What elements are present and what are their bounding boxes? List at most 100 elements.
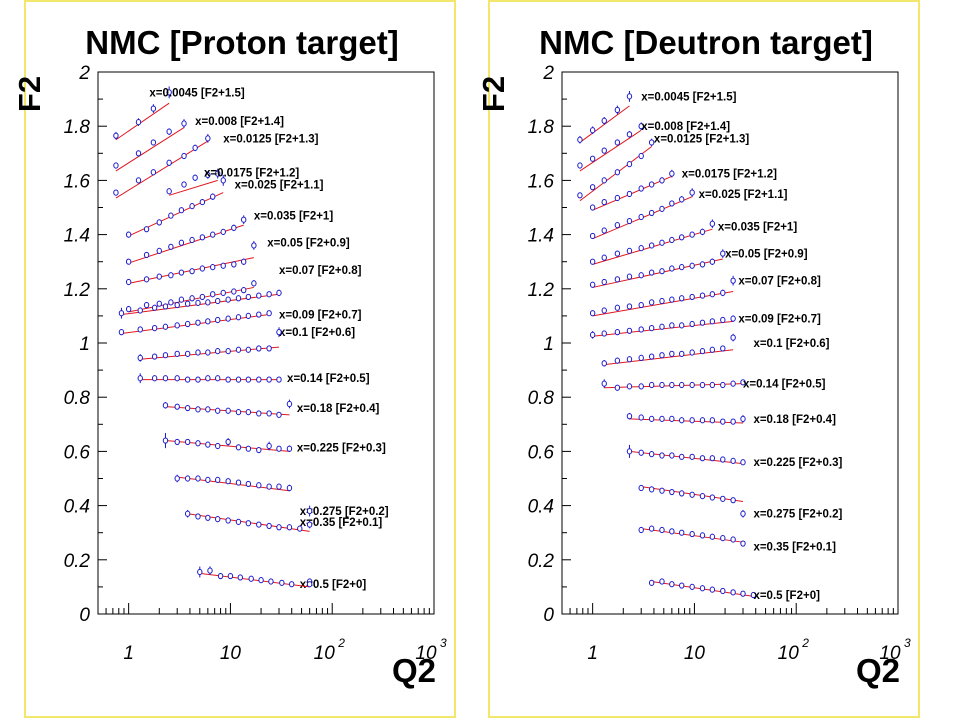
- data-point: [266, 442, 272, 450]
- data-point: [240, 216, 247, 223]
- series-label: x=0.275 [F2+0.2]: [300, 506, 389, 518]
- data-point: [174, 322, 180, 329]
- series-label: x=0.09 [F2+0.7]: [738, 314, 821, 326]
- data-point: [235, 409, 242, 416]
- data-point: [251, 242, 257, 249]
- data-point: [648, 486, 655, 493]
- data-point: [227, 572, 234, 580]
- data-point: [151, 375, 158, 382]
- series-label: x=0.008 [F2+1.4]: [195, 116, 284, 128]
- data-point: [750, 591, 757, 599]
- data-point: [740, 540, 746, 547]
- y-tick-label: 0.2: [64, 551, 91, 572]
- data-point: [199, 265, 206, 272]
- data-point: [235, 518, 242, 525]
- data-point: [577, 162, 583, 169]
- y-tick-label: 2: [78, 63, 90, 84]
- y-tick-label: 1: [543, 334, 554, 355]
- data-point: [125, 231, 132, 238]
- x-tick-exponent: 2: [801, 636, 809, 650]
- data-point: [626, 356, 633, 363]
- data-point: [689, 231, 695, 238]
- data-point: [276, 329, 282, 336]
- data-point: [648, 209, 655, 217]
- data-point: [178, 239, 185, 246]
- y-tick-label: 0: [79, 605, 90, 626]
- data-point: [156, 219, 162, 226]
- data-point: [699, 228, 706, 235]
- data-point: [195, 406, 201, 413]
- data-point: [215, 170, 221, 177]
- series-label: x=0.035 [F2+1]: [254, 211, 333, 223]
- data-point: [220, 177, 226, 184]
- data-point: [245, 346, 252, 353]
- data-point: [210, 264, 216, 271]
- data-point: [184, 320, 191, 328]
- data-point: [601, 254, 607, 261]
- data-point: [151, 353, 158, 360]
- series-label: x=0.14 [F2+0.5]: [743, 379, 826, 391]
- data-point: [589, 331, 596, 338]
- data-point: [258, 577, 264, 584]
- data-point: [614, 276, 621, 283]
- series-label: x=0.09 [F2+0.7]: [279, 310, 362, 322]
- data-point: [699, 348, 706, 355]
- series-label: x=0.05 [F2+0.9]: [267, 238, 350, 250]
- data-point: [601, 330, 607, 337]
- data-point: [205, 375, 211, 382]
- data-point: [601, 278, 607, 286]
- data-point: [256, 410, 262, 417]
- data-point: [740, 590, 746, 597]
- data-point: [276, 445, 282, 452]
- chart-title: NMC [Deutron target]: [539, 24, 873, 61]
- data-point: [679, 417, 685, 424]
- data-point: [699, 319, 706, 326]
- data-point: [240, 287, 247, 294]
- data-point: [669, 265, 675, 272]
- data-point: [266, 410, 272, 417]
- y-tick-label: 1.4: [64, 226, 90, 247]
- data-point: [720, 345, 726, 352]
- data-point: [125, 258, 132, 265]
- data-point: [720, 289, 726, 296]
- y-tick-label: 0.6: [64, 442, 91, 463]
- data-point: [626, 303, 633, 310]
- data-point: [614, 357, 621, 364]
- data-point: [669, 350, 675, 357]
- data-point: [113, 162, 119, 169]
- data-point: [679, 350, 685, 357]
- data-point: [143, 251, 150, 259]
- data-point: [156, 273, 162, 280]
- data-point: [286, 524, 293, 531]
- data-point: [699, 585, 706, 592]
- data-point: [240, 258, 247, 265]
- data-point: [151, 304, 158, 311]
- y-tick-label: 0.4: [64, 497, 90, 518]
- data-point: [659, 268, 665, 275]
- series-label: x=0.5 [F2+0]: [300, 579, 367, 591]
- series-label: x=0.14 [F2+0.5]: [287, 373, 370, 385]
- data-point: [689, 583, 695, 591]
- y-tick-label: 0.2: [528, 551, 555, 572]
- data-point: [210, 193, 216, 200]
- data-point: [626, 93, 633, 100]
- y-tick-label: 1.2: [64, 280, 91, 301]
- data-point: [659, 177, 665, 184]
- data-point: [225, 376, 231, 383]
- data-point: [589, 184, 596, 191]
- data-point: [730, 380, 736, 387]
- data-point: [589, 281, 596, 288]
- data-point: [237, 574, 243, 581]
- series-label: x=0.0045 [F2+1.5]: [641, 91, 736, 103]
- series-label: x=0.1 [F2+0.6]: [753, 338, 829, 350]
- data-point: [150, 139, 157, 146]
- data-point: [205, 441, 211, 448]
- data-point: [245, 409, 252, 416]
- series-label: x=0.275 [F2+0.2]: [753, 509, 842, 521]
- data-point: [174, 350, 180, 357]
- data-point: [648, 353, 655, 360]
- data-point: [638, 272, 644, 279]
- data-point: [235, 314, 242, 321]
- data-point: [689, 530, 695, 538]
- data-point: [143, 301, 150, 309]
